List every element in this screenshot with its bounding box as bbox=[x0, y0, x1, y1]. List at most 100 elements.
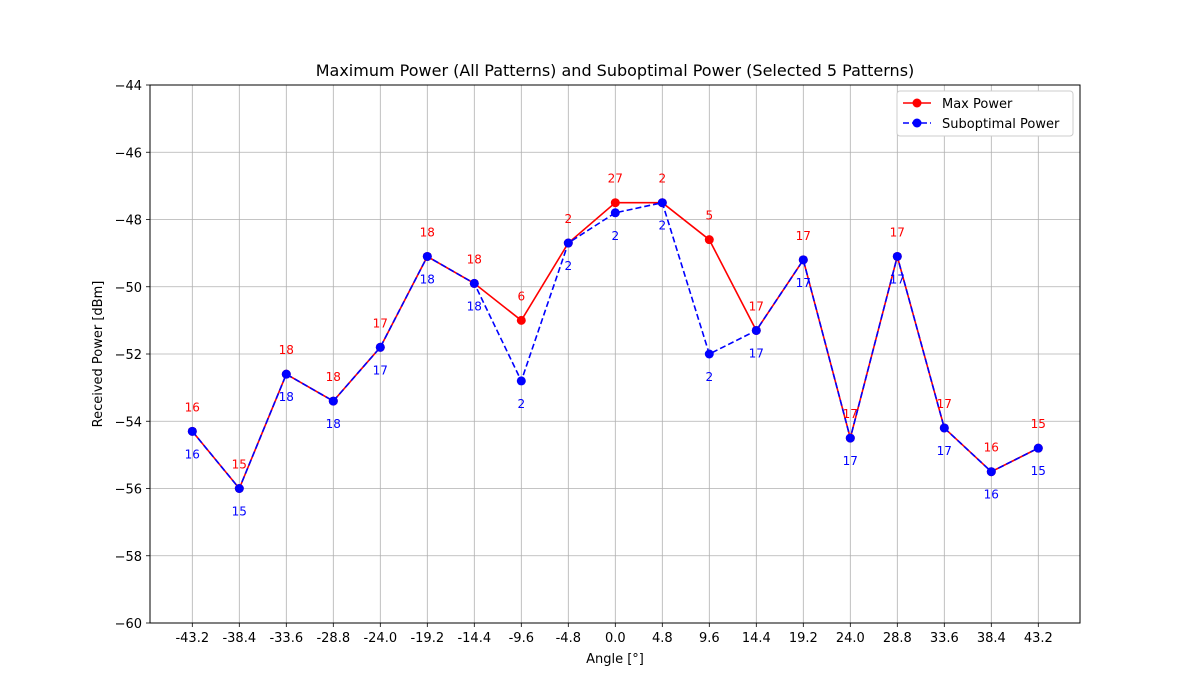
suboptimal-power-marker bbox=[798, 255, 808, 265]
max-power-data-label: 5 bbox=[705, 209, 713, 223]
max-power-data-label: 2 bbox=[658, 172, 666, 186]
x-tick-label: 43.2 bbox=[1024, 631, 1053, 646]
max-power-data-label: 16 bbox=[984, 441, 999, 455]
max-power-data-label: 17 bbox=[890, 225, 905, 239]
max-power-data-label: 18 bbox=[326, 370, 341, 384]
suboptimal-power-data-label: 2 bbox=[611, 229, 619, 243]
suboptimal-power-data-label: 18 bbox=[326, 417, 341, 431]
legend: Max Power Suboptimal Power bbox=[896, 90, 1074, 137]
suboptimal-power-data-label: 16 bbox=[984, 488, 999, 502]
suboptimal-power-data-label: 18 bbox=[467, 299, 482, 313]
x-tick-label: -33.6 bbox=[269, 631, 303, 646]
suboptimal-power-marker bbox=[328, 396, 338, 406]
chart-title: Maximum Power (All Patterns) and Subopti… bbox=[316, 61, 915, 80]
y-tick-label: −48 bbox=[115, 214, 142, 229]
x-tick-label: -4.8 bbox=[556, 631, 581, 646]
suboptimal-power-marker bbox=[657, 198, 667, 208]
suboptimal-power-data-label: 2 bbox=[705, 370, 713, 384]
x-tick-label: 33.6 bbox=[930, 631, 959, 646]
grid bbox=[150, 84, 1080, 624]
legend-swatch-marker bbox=[912, 98, 922, 108]
max-power-data-label: 17 bbox=[843, 407, 858, 421]
x-tick-label: -14.4 bbox=[457, 631, 491, 646]
axis-ticks: -43.2 -38.4 -33.6 -28.8 -24.0 -19.2 -14.4 -9.6 -… bbox=[115, 79, 1053, 646]
max-power-data-label: 17 bbox=[373, 316, 388, 330]
y-tick-label: −56 bbox=[115, 483, 142, 498]
x-tick-label: 38.4 bbox=[977, 631, 1006, 646]
x-tick-label: -43.2 bbox=[175, 631, 209, 646]
max-power-marker bbox=[704, 235, 714, 245]
legend-box bbox=[896, 90, 1074, 137]
max-power-data-label: 17 bbox=[937, 397, 952, 411]
legend-label: Suboptimal Power bbox=[942, 117, 1060, 132]
suboptimal-power-marker bbox=[375, 342, 385, 352]
legend-label: Max Power bbox=[942, 97, 1013, 112]
suboptimal-power-data-label: 17 bbox=[796, 276, 811, 290]
suboptimal-power-data-label: 2 bbox=[564, 259, 572, 273]
y-tick-label: −46 bbox=[115, 146, 142, 161]
max-power-data-label: 15 bbox=[232, 458, 247, 472]
suboptimal-power-marker bbox=[939, 423, 949, 433]
suboptimal-power-data-label: 18 bbox=[420, 272, 435, 286]
suboptimal-power-marker bbox=[563, 238, 573, 248]
max-power-data-label: 18 bbox=[467, 252, 482, 266]
y-tick-label: −58 bbox=[115, 550, 142, 565]
suboptimal-power-data-label: 17 bbox=[749, 346, 764, 360]
max-power-data-label: 16 bbox=[185, 400, 200, 414]
max-power-data-label: 6 bbox=[517, 289, 525, 303]
x-tick-label: 28.8 bbox=[883, 631, 912, 646]
max-power-data-label: 18 bbox=[420, 225, 435, 239]
x-tick-label: -38.4 bbox=[222, 631, 256, 646]
suboptimal-power-marker bbox=[892, 251, 902, 261]
x-tick-label: 0.0 bbox=[605, 631, 626, 646]
y-axis-title: Received Power [dBm] bbox=[91, 281, 106, 428]
y-tick-label: −54 bbox=[115, 415, 142, 430]
suboptimal-power-marker bbox=[469, 278, 479, 288]
x-tick-label: 19.2 bbox=[789, 631, 818, 646]
suboptimal-power-marker bbox=[751, 325, 761, 335]
y-tick-label: −44 bbox=[115, 79, 142, 94]
x-tick-label: 9.6 bbox=[699, 631, 720, 646]
x-tick-label: -9.6 bbox=[509, 631, 534, 646]
y-tick-label: −60 bbox=[115, 617, 142, 632]
suboptimal-power-data-label: 17 bbox=[373, 363, 388, 377]
y-tick-label: −50 bbox=[115, 281, 142, 296]
max-power-data-label: 15 bbox=[1031, 417, 1046, 431]
suboptimal-power-marker bbox=[281, 369, 291, 379]
suboptimal-power-data-label: 17 bbox=[937, 444, 952, 458]
x-tick-label: -28.8 bbox=[316, 631, 350, 646]
x-tick-label: 24.0 bbox=[836, 631, 865, 646]
max-power-data-label: 27 bbox=[608, 172, 623, 186]
suboptimal-power-data-label: 15 bbox=[1031, 464, 1046, 478]
suboptimal-power-data-label: 2 bbox=[658, 219, 666, 233]
suboptimal-power-data-label: 17 bbox=[890, 272, 905, 286]
suboptimal-power-marker bbox=[234, 484, 244, 493]
y-tick-label: −52 bbox=[115, 348, 142, 363]
legend-swatch-marker bbox=[912, 118, 922, 128]
suboptimal-power-data-label: 2 bbox=[517, 397, 525, 411]
suboptimal-power-marker bbox=[986, 467, 996, 477]
max-power-data-label: 18 bbox=[279, 343, 294, 357]
max-power-data-label: 17 bbox=[796, 229, 811, 243]
x-tick-label: 4.8 bbox=[652, 631, 673, 646]
suboptimal-power-marker bbox=[610, 208, 620, 218]
suboptimal-power-marker bbox=[1033, 443, 1043, 453]
x-axis-title: Angle [°] bbox=[586, 652, 644, 667]
x-tick-label: 14.4 bbox=[742, 631, 771, 646]
suboptimal-power-data-label: 15 bbox=[232, 505, 247, 519]
suboptimal-power-data-label: 16 bbox=[185, 447, 200, 461]
point-labels: 16 15 18 18 17 18 18 6 2 27 2 5 17 17 17 17 17 16 15 16 15 18… bbox=[185, 172, 1046, 519]
suboptimal-power-marker bbox=[516, 376, 526, 386]
suboptimal-power-marker bbox=[187, 426, 197, 436]
x-tick-label: -24.0 bbox=[363, 631, 397, 646]
suboptimal-power-marker bbox=[845, 433, 855, 443]
suboptimal-power-data-label: 17 bbox=[843, 454, 858, 468]
series-layer bbox=[187, 198, 1043, 493]
suboptimal-power-data-label: 18 bbox=[279, 390, 294, 404]
x-tick-label: -19.2 bbox=[410, 631, 444, 646]
max-power-data-label: 2 bbox=[564, 212, 572, 226]
max-power-data-label: 17 bbox=[749, 299, 764, 313]
max-power-marker bbox=[516, 315, 526, 325]
suboptimal-power-marker bbox=[422, 251, 432, 261]
